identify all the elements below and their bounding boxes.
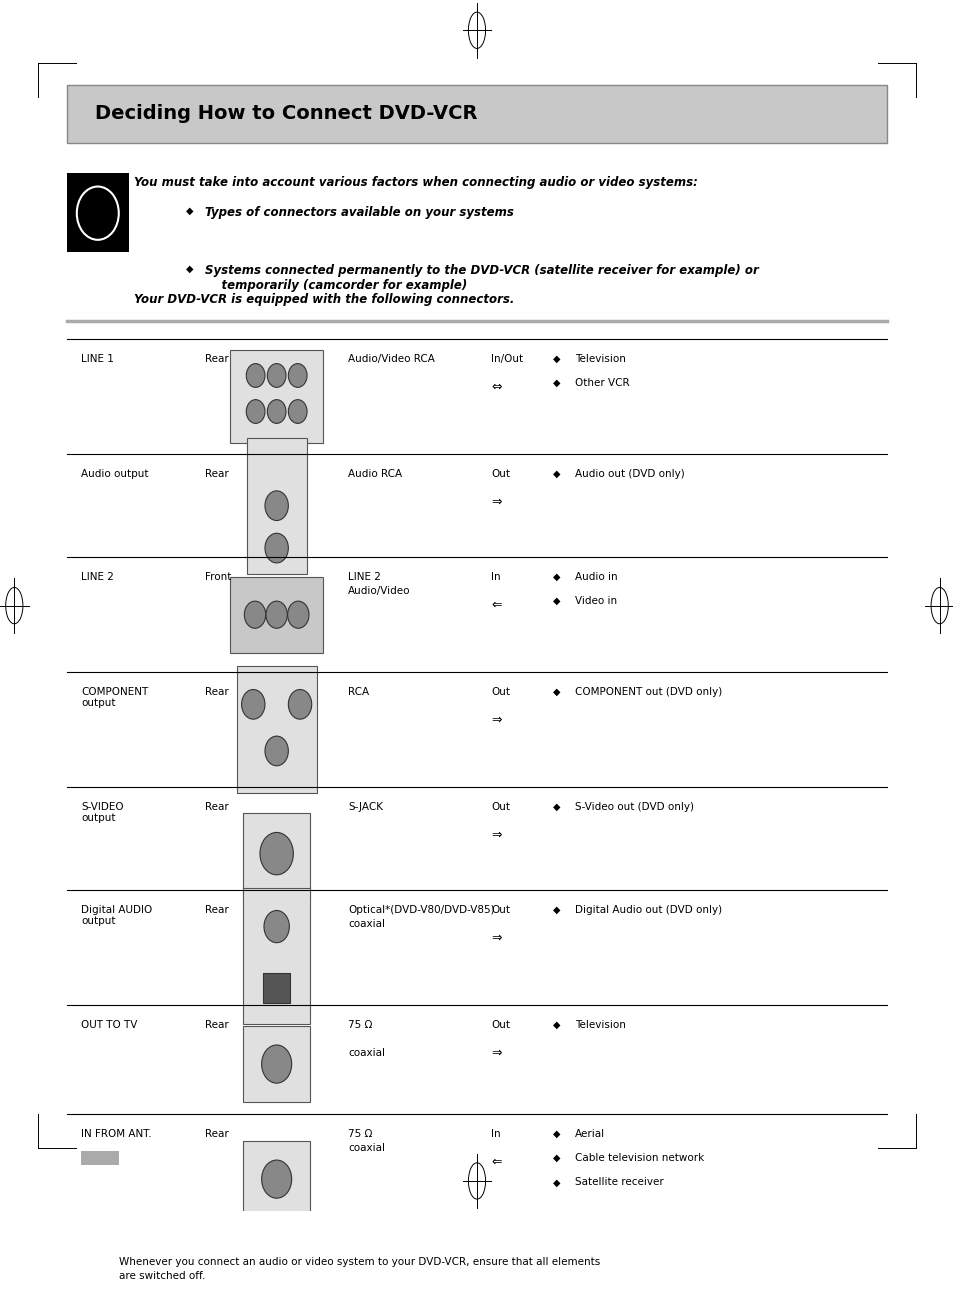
Circle shape (266, 601, 287, 629)
Circle shape (267, 364, 286, 388)
Text: You must take into account various factors when connecting audio or video system: You must take into account various facto… (133, 176, 697, 189)
Text: Optical*(DVD-V80/DVD-V85)
coaxial: Optical*(DVD-V80/DVD-V85) coaxial (348, 905, 495, 929)
Text: ⇒: ⇒ (491, 931, 501, 945)
Ellipse shape (6, 587, 23, 624)
Circle shape (265, 736, 288, 766)
Circle shape (83, 1251, 108, 1282)
FancyBboxPatch shape (67, 173, 129, 252)
Text: OUT TO TV: OUT TO TV (81, 1020, 137, 1030)
Text: Out: Out (491, 469, 510, 478)
Circle shape (267, 400, 286, 423)
Text: LINE 2: LINE 2 (81, 571, 113, 582)
Text: Front: Front (205, 571, 232, 582)
FancyBboxPatch shape (243, 814, 310, 899)
Text: ◆: ◆ (553, 596, 560, 607)
FancyBboxPatch shape (263, 973, 290, 1003)
Text: ◆: ◆ (186, 206, 193, 216)
Text: Digital Audio out (DVD only): Digital Audio out (DVD only) (575, 905, 721, 914)
Text: RCA: RCA (348, 686, 369, 697)
Text: ◆: ◆ (553, 1129, 560, 1138)
Text: ◆: ◆ (186, 265, 193, 274)
Text: COMPONENT out (DVD only): COMPONENT out (DVD only) (575, 686, 721, 697)
Circle shape (244, 601, 266, 629)
Text: ◆: ◆ (553, 686, 560, 697)
Circle shape (264, 910, 289, 943)
Text: Your DVD-VCR is equipped with the following connectors.: Your DVD-VCR is equipped with the follow… (133, 293, 514, 307)
Text: In: In (491, 1129, 500, 1138)
Text: Rear: Rear (205, 1020, 229, 1030)
Circle shape (241, 689, 265, 719)
Text: Audio RCA: Audio RCA (348, 469, 402, 478)
Text: Television: Television (575, 354, 625, 364)
Text: Rear: Rear (205, 905, 229, 914)
FancyBboxPatch shape (81, 1150, 119, 1165)
Circle shape (265, 533, 288, 563)
Text: IN FROM ANT.: IN FROM ANT. (81, 1129, 152, 1138)
Text: ✎: ✎ (92, 1259, 104, 1272)
FancyBboxPatch shape (230, 350, 323, 443)
Circle shape (76, 186, 119, 240)
Ellipse shape (468, 12, 485, 48)
Text: Digital AUDIO
output: Digital AUDIO output (81, 905, 152, 926)
Text: ◆: ◆ (553, 571, 560, 582)
Text: ◆: ◆ (553, 1153, 560, 1163)
Circle shape (265, 491, 288, 520)
Text: ⇔: ⇔ (491, 380, 501, 393)
Circle shape (246, 364, 265, 388)
Circle shape (288, 400, 307, 423)
FancyBboxPatch shape (230, 576, 323, 652)
Circle shape (288, 689, 312, 719)
Text: Out: Out (491, 905, 510, 914)
Text: ⇒: ⇒ (491, 1047, 501, 1060)
Text: Audio out (DVD only): Audio out (DVD only) (575, 469, 684, 478)
Text: S-JACK: S-JACK (348, 802, 383, 812)
Text: Rear: Rear (205, 354, 229, 364)
FancyBboxPatch shape (243, 888, 310, 1024)
Text: In/Out: In/Out (491, 354, 523, 364)
Text: Rear: Rear (205, 1129, 229, 1138)
Text: COMPONENT
output: COMPONENT output (81, 686, 148, 709)
Text: Video in: Video in (575, 596, 617, 607)
Text: 75 Ω

coaxial: 75 Ω coaxial (348, 1020, 385, 1058)
Text: Out: Out (491, 1020, 510, 1053)
Text: Systems connected permanently to the DVD-VCR (satellite receiver for example) or: Systems connected permanently to the DVD… (205, 265, 758, 292)
Text: ◆: ◆ (553, 377, 560, 388)
Text: Types of connectors available on your systems: Types of connectors available on your sy… (205, 206, 514, 219)
Circle shape (261, 1045, 292, 1083)
Text: ⇒: ⇒ (491, 714, 501, 727)
Text: ⇒: ⇒ (491, 495, 501, 508)
FancyBboxPatch shape (246, 438, 306, 574)
Text: Whenever you connect an audio or video system to your DVD-VCR, ensure that all e: Whenever you connect an audio or video s… (119, 1258, 599, 1281)
Text: ◆: ◆ (553, 802, 560, 812)
Text: S-Video out (DVD only): S-Video out (DVD only) (575, 802, 694, 812)
Circle shape (246, 400, 265, 423)
Circle shape (260, 832, 294, 875)
Text: ◆: ◆ (553, 1020, 560, 1030)
Text: ◆: ◆ (553, 469, 560, 478)
Text: Out: Out (491, 686, 510, 697)
Text: In: In (491, 571, 500, 582)
Circle shape (287, 601, 309, 629)
FancyBboxPatch shape (236, 667, 316, 794)
Text: Audio in: Audio in (575, 571, 618, 582)
Circle shape (288, 364, 307, 388)
Text: Rear: Rear (205, 469, 229, 478)
FancyBboxPatch shape (243, 1026, 310, 1102)
Text: ◆: ◆ (553, 1178, 560, 1187)
Text: Deciding How to Connect DVD-VCR: Deciding How to Connect DVD-VCR (95, 105, 477, 123)
Text: Other VCR: Other VCR (575, 377, 629, 388)
Text: Audio output: Audio output (81, 469, 149, 478)
Text: Television: Television (575, 1020, 625, 1030)
Text: 75 Ω
coaxial: 75 Ω coaxial (348, 1129, 385, 1153)
Text: Cable television network: Cable television network (575, 1153, 703, 1163)
FancyBboxPatch shape (243, 1141, 310, 1217)
Text: Rear: Rear (205, 802, 229, 812)
Text: Aerial: Aerial (575, 1129, 605, 1138)
Text: ⇐: ⇐ (491, 1155, 501, 1169)
Text: ◆: ◆ (553, 354, 560, 364)
Text: ⇒: ⇒ (491, 828, 501, 841)
Text: Rear: Rear (205, 686, 229, 697)
Text: LINE 1: LINE 1 (81, 354, 113, 364)
Ellipse shape (468, 1163, 485, 1199)
Circle shape (261, 1161, 292, 1199)
